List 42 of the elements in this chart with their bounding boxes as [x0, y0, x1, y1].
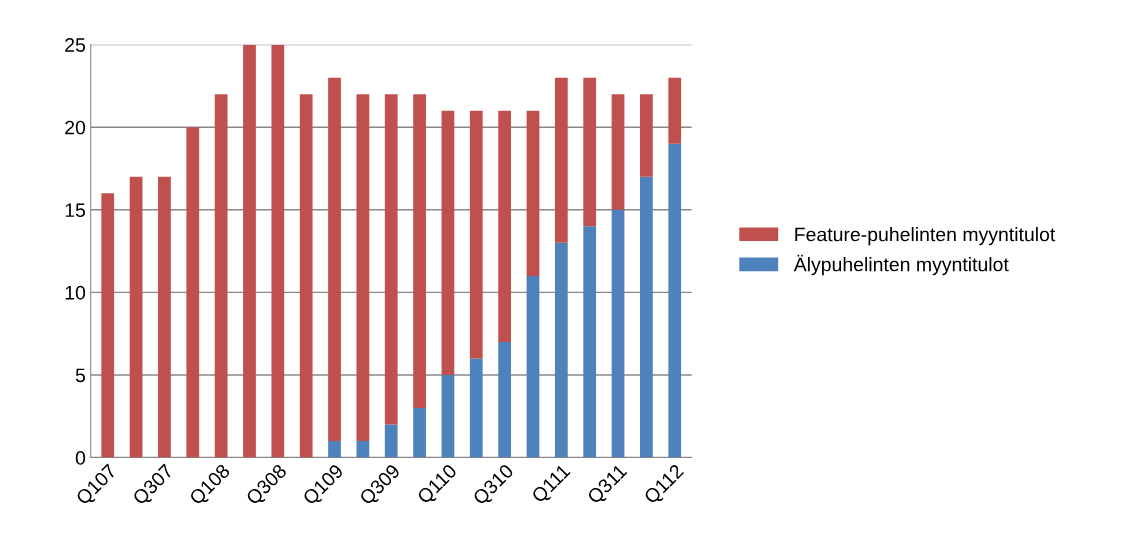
bar — [441, 374, 455, 458]
y-tick-label: 15 — [65, 203, 86, 218]
bar — [583, 77, 597, 227]
bar — [384, 94, 398, 425]
y-tick-label: 20 — [65, 120, 86, 135]
bar — [526, 110, 540, 276]
bar — [469, 358, 483, 458]
bar — [384, 424, 398, 458]
bar — [469, 110, 483, 359]
bar — [129, 176, 143, 458]
bar — [356, 441, 370, 458]
bar — [101, 193, 115, 458]
y-tick-label: 0 — [75, 451, 86, 465]
bar — [554, 242, 568, 458]
bar — [668, 143, 682, 458]
bar — [243, 44, 256, 458]
bar — [498, 110, 512, 342]
bar — [299, 94, 313, 458]
bar — [413, 408, 426, 458]
bar — [611, 209, 625, 458]
y-tick-label: 10 — [65, 285, 86, 300]
bar — [356, 94, 370, 442]
bar — [441, 110, 455, 375]
bar — [668, 77, 682, 144]
bar — [158, 176, 171, 458]
bar — [498, 341, 512, 458]
bar — [186, 127, 200, 458]
bar — [214, 94, 228, 458]
y-tick-label: 5 — [75, 368, 86, 383]
bar — [526, 275, 540, 458]
bar — [583, 226, 597, 458]
bar — [554, 77, 568, 243]
legend-label: Älypuhelinten myyntitulot — [793, 254, 1009, 276]
bar — [328, 77, 341, 442]
bar — [640, 94, 653, 177]
bar — [640, 176, 653, 458]
y-tick-label: 25 — [65, 38, 86, 52]
bar — [413, 94, 426, 409]
bar — [611, 94, 625, 210]
legend-label: Feature-puhelinten myyntitulot — [795, 227, 1056, 246]
bar — [328, 441, 341, 458]
bar — [271, 44, 285, 458]
